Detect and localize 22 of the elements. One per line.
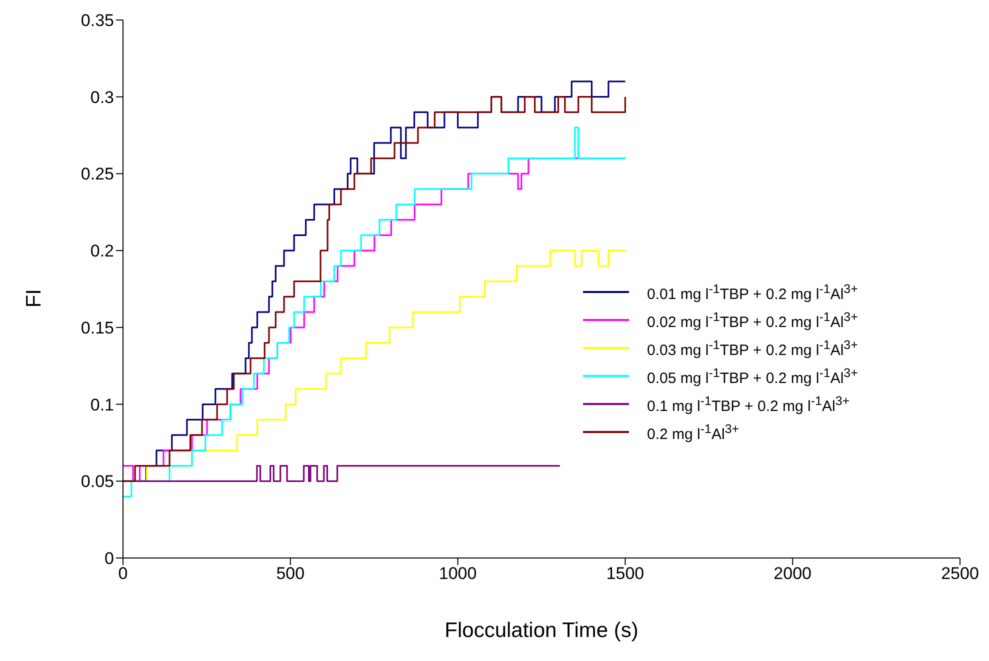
legend-label: 0.02 mg l$^{-1}$TBP + 0.2 mg l$^{-1}$Al$^{3+}$ [647,309,858,333]
y-tick-label: 0.05 [80,472,114,492]
y-tick-label: 0.35 [80,11,114,30]
legend-label: 0.2 mg l$^{-1}$Al$^{3+}$ [647,421,740,445]
legend-label: 0.05 mg l$^{-1}$TBP + 0.2 mg l$^{-1}$Al$^{3+}$ [647,365,858,389]
legend-label: 0.1 mg l$^{-1}$TBP + 0.2 mg l$^{-1}$Al$^{3+}$ [647,393,850,417]
y-tick-label: 0.3 [90,88,114,107]
x-tick-label: 1000 [438,564,477,584]
y-tick-label: 0.15 [80,318,114,338]
y-tick-label: 0.25 [80,164,114,184]
x-tick-label: 500 [276,564,305,584]
x-tick-label: 2000 [774,564,812,584]
legend-label: 0.01 mg l$^{-1}$TBP + 0.2 mg l$^{-1}$Al$^{3+}$ [647,281,858,305]
x-tick-label: 0 [118,564,128,584]
x-axis-title: Flocculation Time (s) [444,618,638,642]
y-tick-label: 0.2 [90,242,114,261]
x-tick-label: 2500 [941,564,979,584]
y-tick-label: 0 [104,549,114,568]
x-tick-label: 1500 [606,564,644,584]
legend-label: 0.03 mg l$^{-1}$TBP + 0.2 mg l$^{-1}$Al$^{3+}$ [647,337,858,361]
y-tick-label: 0.1 [90,395,114,414]
y-axis-title: FI [22,289,46,308]
